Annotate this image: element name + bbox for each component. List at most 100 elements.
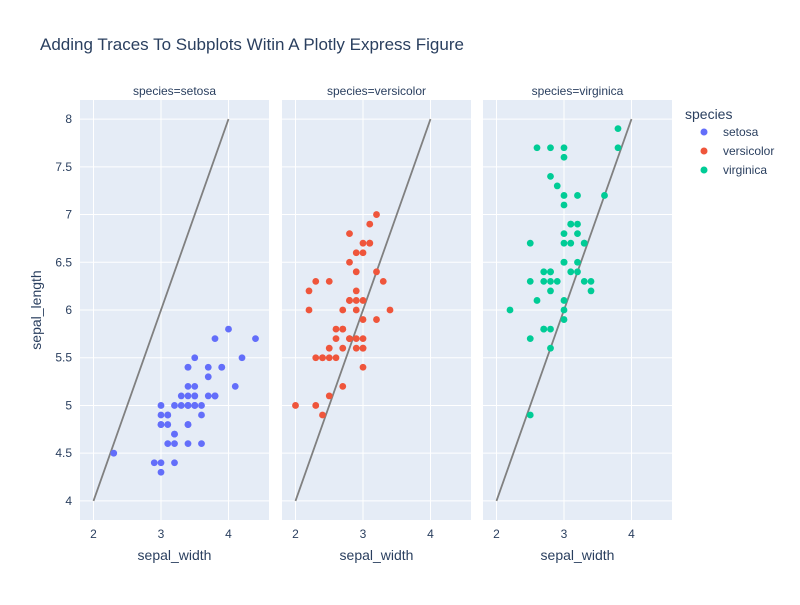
data-point-setosa[interactable] — [231, 382, 239, 390]
data-point-versicolor[interactable] — [379, 277, 387, 285]
data-point-virginica[interactable] — [553, 277, 561, 285]
data-point-virginica[interactable] — [560, 316, 568, 323]
data-point-setosa[interactable] — [191, 402, 199, 409]
data-point-virginica[interactable] — [526, 277, 534, 285]
data-point-versicolor[interactable] — [305, 306, 313, 314]
data-point-virginica[interactable] — [560, 239, 568, 247]
data-point-versicolor[interactable] — [346, 335, 353, 343]
data-point-virginica[interactable] — [547, 344, 554, 352]
data-point-virginica[interactable] — [560, 306, 568, 314]
data-point-versicolor[interactable] — [359, 239, 367, 247]
data-point-virginica[interactable] — [587, 287, 595, 295]
data-point-versicolor[interactable] — [359, 316, 367, 323]
data-point-setosa[interactable] — [238, 354, 246, 362]
data-point-setosa[interactable] — [198, 440, 205, 448]
data-point-versicolor[interactable] — [359, 335, 367, 343]
data-point-versicolor[interactable] — [352, 249, 360, 257]
data-point-virginica[interactable] — [533, 297, 541, 304]
data-point-versicolor[interactable] — [332, 354, 340, 362]
data-point-setosa[interactable] — [218, 363, 226, 371]
data-point-virginica[interactable] — [547, 144, 554, 152]
data-point-virginica[interactable] — [540, 277, 548, 285]
data-point-virginica[interactable] — [567, 220, 575, 228]
data-point-virginica[interactable] — [614, 125, 622, 133]
data-point-virginica[interactable] — [587, 277, 595, 285]
data-point-versicolor[interactable] — [386, 306, 394, 314]
data-point-setosa[interactable] — [191, 392, 199, 400]
data-point-versicolor[interactable] — [332, 335, 340, 343]
data-point-versicolor[interactable] — [352, 306, 360, 314]
data-point-virginica[interactable] — [547, 268, 554, 276]
data-point-versicolor[interactable] — [312, 402, 320, 409]
data-point-virginica[interactable] — [567, 239, 575, 247]
data-point-virginica[interactable] — [533, 144, 541, 152]
data-point-virginica[interactable] — [553, 182, 561, 190]
data-point-virginica[interactable] — [506, 306, 514, 314]
data-point-versicolor[interactable] — [319, 411, 326, 419]
data-point-setosa[interactable] — [164, 440, 172, 448]
data-point-versicolor[interactable] — [325, 354, 333, 362]
data-point-setosa[interactable] — [171, 430, 178, 438]
data-point-versicolor[interactable] — [346, 297, 353, 304]
data-point-setosa[interactable] — [171, 459, 178, 467]
data-point-setosa[interactable] — [150, 459, 158, 467]
data-point-versicolor[interactable] — [325, 344, 333, 352]
data-point-virginica[interactable] — [574, 258, 581, 266]
data-point-virginica[interactable] — [580, 239, 588, 247]
data-point-virginica[interactable] — [574, 192, 581, 199]
data-point-versicolor[interactable] — [352, 287, 360, 295]
data-point-virginica[interactable] — [560, 153, 568, 161]
data-point-setosa[interactable] — [204, 373, 212, 381]
data-point-setosa[interactable] — [198, 402, 205, 409]
data-point-versicolor[interactable] — [346, 258, 353, 266]
data-point-setosa[interactable] — [177, 392, 185, 400]
data-point-versicolor[interactable] — [373, 316, 380, 323]
data-point-setosa[interactable] — [157, 402, 165, 409]
data-point-setosa[interactable] — [204, 363, 212, 371]
data-point-versicolor[interactable] — [352, 268, 360, 276]
data-point-virginica[interactable] — [580, 277, 588, 285]
data-point-versicolor[interactable] — [325, 392, 333, 400]
data-point-versicolor[interactable] — [352, 344, 360, 352]
data-point-virginica[interactable] — [560, 201, 568, 209]
data-point-setosa[interactable] — [164, 411, 172, 419]
legend-item-versicolor[interactable]: versicolor — [700, 144, 775, 158]
data-point-versicolor[interactable] — [359, 249, 367, 257]
data-point-virginica[interactable] — [547, 277, 554, 285]
data-point-virginica[interactable] — [547, 325, 554, 333]
data-point-virginica[interactable] — [574, 230, 581, 238]
data-point-versicolor[interactable] — [305, 287, 313, 295]
data-point-versicolor[interactable] — [332, 325, 340, 333]
data-point-setosa[interactable] — [191, 354, 199, 362]
data-point-versicolor[interactable] — [319, 354, 326, 362]
data-point-virginica[interactable] — [560, 192, 568, 199]
data-point-versicolor[interactable] — [352, 335, 360, 343]
data-point-setosa[interactable] — [184, 421, 192, 428]
data-point-versicolor[interactable] — [292, 402, 299, 409]
data-point-virginica[interactable] — [560, 258, 568, 266]
data-point-virginica[interactable] — [547, 287, 554, 295]
data-point-versicolor[interactable] — [359, 344, 367, 352]
data-point-versicolor[interactable] — [339, 344, 347, 352]
data-point-versicolor[interactable] — [359, 297, 367, 304]
data-point-virginica[interactable] — [567, 268, 575, 276]
data-point-virginica[interactable] — [560, 230, 568, 238]
data-point-setosa[interactable] — [225, 325, 232, 333]
data-point-virginica[interactable] — [526, 335, 534, 343]
data-point-versicolor[interactable] — [359, 363, 367, 371]
data-point-virginica[interactable] — [526, 411, 534, 419]
data-point-versicolor[interactable] — [373, 268, 380, 276]
data-point-setosa[interactable] — [184, 392, 192, 400]
data-point-versicolor[interactable] — [373, 211, 380, 218]
data-point-versicolor[interactable] — [366, 220, 374, 228]
data-point-virginica[interactable] — [574, 220, 581, 228]
data-point-setosa[interactable] — [252, 335, 259, 343]
data-point-setosa[interactable] — [191, 382, 199, 390]
data-point-setosa[interactable] — [157, 468, 165, 476]
data-point-versicolor[interactable] — [339, 382, 347, 390]
data-point-virginica[interactable] — [540, 268, 548, 276]
data-point-setosa[interactable] — [211, 335, 219, 343]
data-point-setosa[interactable] — [177, 402, 185, 409]
data-point-versicolor[interactable] — [339, 306, 347, 314]
data-point-virginica[interactable] — [560, 144, 568, 152]
